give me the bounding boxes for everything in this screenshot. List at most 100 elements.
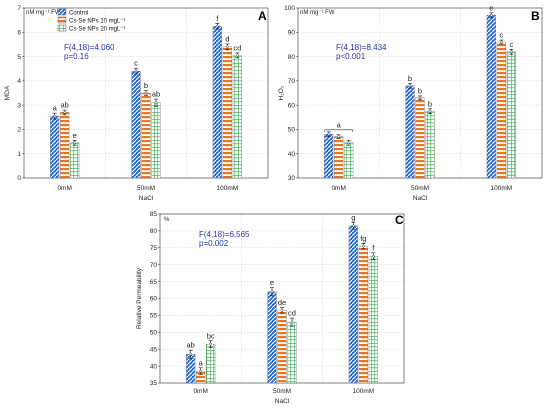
panel-b-sig-letter-nps10-100mM: c	[499, 31, 503, 40]
panel-c-f-stat: F(4,18)=6.565	[199, 230, 250, 239]
panel-c-ytick-label-1: 40	[150, 363, 158, 370]
panel-c-ytick-label-10: 85	[150, 211, 158, 218]
panel-a-sig-letter-control-0mM: a	[53, 104, 58, 113]
panel-a-bar-control-50mM	[131, 70, 141, 179]
panel-b-f-stat: F(4,18)=8.434	[336, 43, 387, 52]
panel-b-bar-control-50mM	[405, 85, 415, 179]
panel-a-ytick-label-0: 0	[17, 175, 21, 182]
panel-a-unit-label: nM mg⁻¹ FW	[26, 10, 61, 16]
legend-label-control: Control	[69, 11, 88, 17]
panel-a-sig-letter-nps10-100mM: d	[225, 34, 229, 43]
panel-a-mean-point-nps10-100mM	[226, 45, 229, 49]
panel-c-bar-nps20-50mM	[287, 322, 297, 384]
panel-a-bar-nps20-0mM	[70, 142, 80, 179]
panel-b-group-letter-0mM: a	[337, 120, 342, 129]
panel-a-bar-control-100mM	[212, 26, 222, 179]
panel-c-p-value: p=0.002	[199, 239, 229, 248]
panel-c-ytick-label-5: 60	[150, 296, 158, 303]
panel-b-mean-point-control-50mM	[408, 84, 412, 88]
panel-c-ytick-label-8: 75	[150, 245, 158, 252]
panel-c-sig-letter-nps10-0mM: a	[199, 358, 204, 367]
legend-label-nps20: Cs-Se NPs 20 mgL⁻¹	[69, 27, 126, 33]
panel-c-xlabel: NaCl	[275, 398, 290, 405]
panel-a-mean-point-control-0mM	[53, 114, 56, 118]
panel-b-bar-nps20-50mM	[425, 111, 435, 179]
panel-b-ylabel: H₂O₂	[278, 85, 285, 100]
panel-a-mean-point-nps20-50mM	[154, 101, 158, 105]
panel-a-f-stat: F(4,18)=4.060	[64, 43, 115, 52]
panel-c-sig-letter-control-50mM: e	[270, 278, 274, 287]
panel-b-ytick-label-1: 40	[288, 151, 296, 158]
panel-a-bar-nps20-50mM	[151, 102, 161, 179]
chart-legend: Control Cs-Se NPs 10 mgL⁻¹ Cs-Se NPs 20 …	[57, 8, 126, 33]
panel-b-unit-label: nM mg⁻¹ FW	[300, 10, 335, 16]
panel-a-ytick-label-3: 3	[17, 102, 21, 109]
panel-a-sig-letter-control-50mM: c	[134, 59, 138, 68]
panel-b-bar-control-100mM	[486, 15, 496, 179]
panel-a-ytick-label-7: 7	[17, 5, 21, 12]
panel-c-bar-control-50mM	[267, 291, 277, 384]
panel-b-mean-point-nps10-100mM	[500, 40, 503, 44]
panel-c-sig-letter-nps10-50mM: de	[278, 298, 286, 307]
panel-c-category-label-2: 100mM	[352, 388, 374, 395]
panel-c-mean-point-nps20-0mM	[209, 342, 212, 346]
panel-c-sig-letter-nps20-50mM: cd	[288, 309, 296, 318]
panel-c-mean-point-nps10-50mM	[280, 309, 284, 312]
panel-b-mean-point-control-100mM	[490, 13, 493, 17]
panel-c-ytick-label-9: 80	[150, 228, 158, 235]
panel-c-ytick-label-4: 55	[150, 313, 158, 320]
panel-b-sig-letter-nps20-100mM: c	[509, 40, 513, 49]
panel-a-letter: A	[258, 9, 267, 23]
panel-a-bar-nps10-50mM	[141, 92, 151, 179]
panel-c-mean-point-nps20-50mM	[290, 320, 294, 324]
panel-b-category-label-1: 50mM	[411, 185, 429, 192]
panel-b-bar-nps10-0mM	[334, 136, 344, 179]
panel-c-bar-control-100mM	[348, 225, 358, 384]
panel-c-permeability-chart: C % F(4,18)=6.565 p=0.002 35 40 45 50 55 60 65…	[136, 211, 405, 405]
panel-b-ytick-label-0: 30	[288, 175, 296, 182]
panel-c-unit-label: %	[164, 217, 170, 223]
panel-a-sig-letter-nps10-0mM: ab	[60, 101, 68, 110]
panel-a-sig-letter-nps10-50mM: b	[144, 81, 148, 90]
panel-b-mean-point-nps10-0mM	[337, 135, 340, 139]
panel-c-bar-nps10-50mM	[277, 310, 287, 384]
panel-b-bar-nps20-0mM	[344, 142, 354, 179]
panel-b-category-label-2: 100mM	[490, 185, 512, 192]
panel-c-sig-letter-nps10-100mM: fg	[360, 234, 366, 243]
panel-a-mean-point-nps20-0mM	[73, 141, 76, 145]
panel-c-category-label-1: 50mM	[273, 388, 291, 395]
panel-a-sig-letter-control-100mM: f	[216, 14, 219, 23]
panel-c-ytick-label-3: 50	[150, 330, 158, 337]
panel-a-ytick-label-5: 5	[17, 54, 21, 61]
panel-c-ytick-label-7: 70	[150, 262, 158, 269]
panel-b-sig-letter-control-100mM: e	[489, 3, 493, 12]
panel-a-mda-chart: A nM mg⁻¹ FW F(4,18)=4.060 p=0.16 Contro…	[4, 5, 269, 202]
panel-b-h2o2-chart: B nM mg⁻¹ FW F(4,18)=8.434 p<0.001 30405…	[278, 3, 543, 202]
panel-c-mean-point-control-50mM	[270, 290, 274, 294]
panel-a-mean-point-nps10-0mM	[63, 111, 66, 114]
panel-b-ytick-label-5: 80	[288, 54, 296, 61]
panel-c-ytick-label-2: 45	[150, 346, 158, 353]
panel-a-sig-letter-nps20-0mM: e	[73, 131, 77, 140]
panel-a-xlabel: NaCl	[139, 195, 154, 202]
panel-b-bar-nps10-50mM	[415, 97, 425, 179]
panel-b-bar-control-0mM	[324, 134, 334, 179]
legend-label-nps10: Cs-Se NPs 10 mgL⁻¹	[69, 19, 126, 25]
panel-b-bar-nps10-100mM	[496, 41, 506, 179]
panel-a-category-label-2: 100mM	[216, 185, 238, 192]
panel-c-mean-point-control-0mM	[189, 352, 192, 356]
panel-b-sig-letter-nps10-50mM: b	[418, 86, 422, 95]
panel-b-category-label-0: 0mM	[331, 185, 345, 192]
panel-c-mean-point-control-100mM	[352, 224, 355, 228]
panel-c-sig-letter-nps20-100mM: f	[372, 243, 375, 252]
panel-a-sig-letter-nps20-50mM: ab	[152, 90, 160, 99]
panel-a-mean-point-control-50mM	[134, 69, 138, 73]
panel-a-sig-letter-nps20-100mM: cd	[233, 43, 241, 52]
panel-b-ytick-label-7: 100	[284, 5, 295, 12]
legend-swatch-nps10	[57, 16, 67, 24]
panel-a-mean-point-nps10-50mM	[144, 91, 148, 95]
panel-c-sig-letter-control-0mM: ab	[186, 341, 194, 350]
panel-c-ylabel: Relative Permeability	[136, 267, 143, 329]
panel-b-mean-point-nps20-50mM	[428, 109, 432, 113]
